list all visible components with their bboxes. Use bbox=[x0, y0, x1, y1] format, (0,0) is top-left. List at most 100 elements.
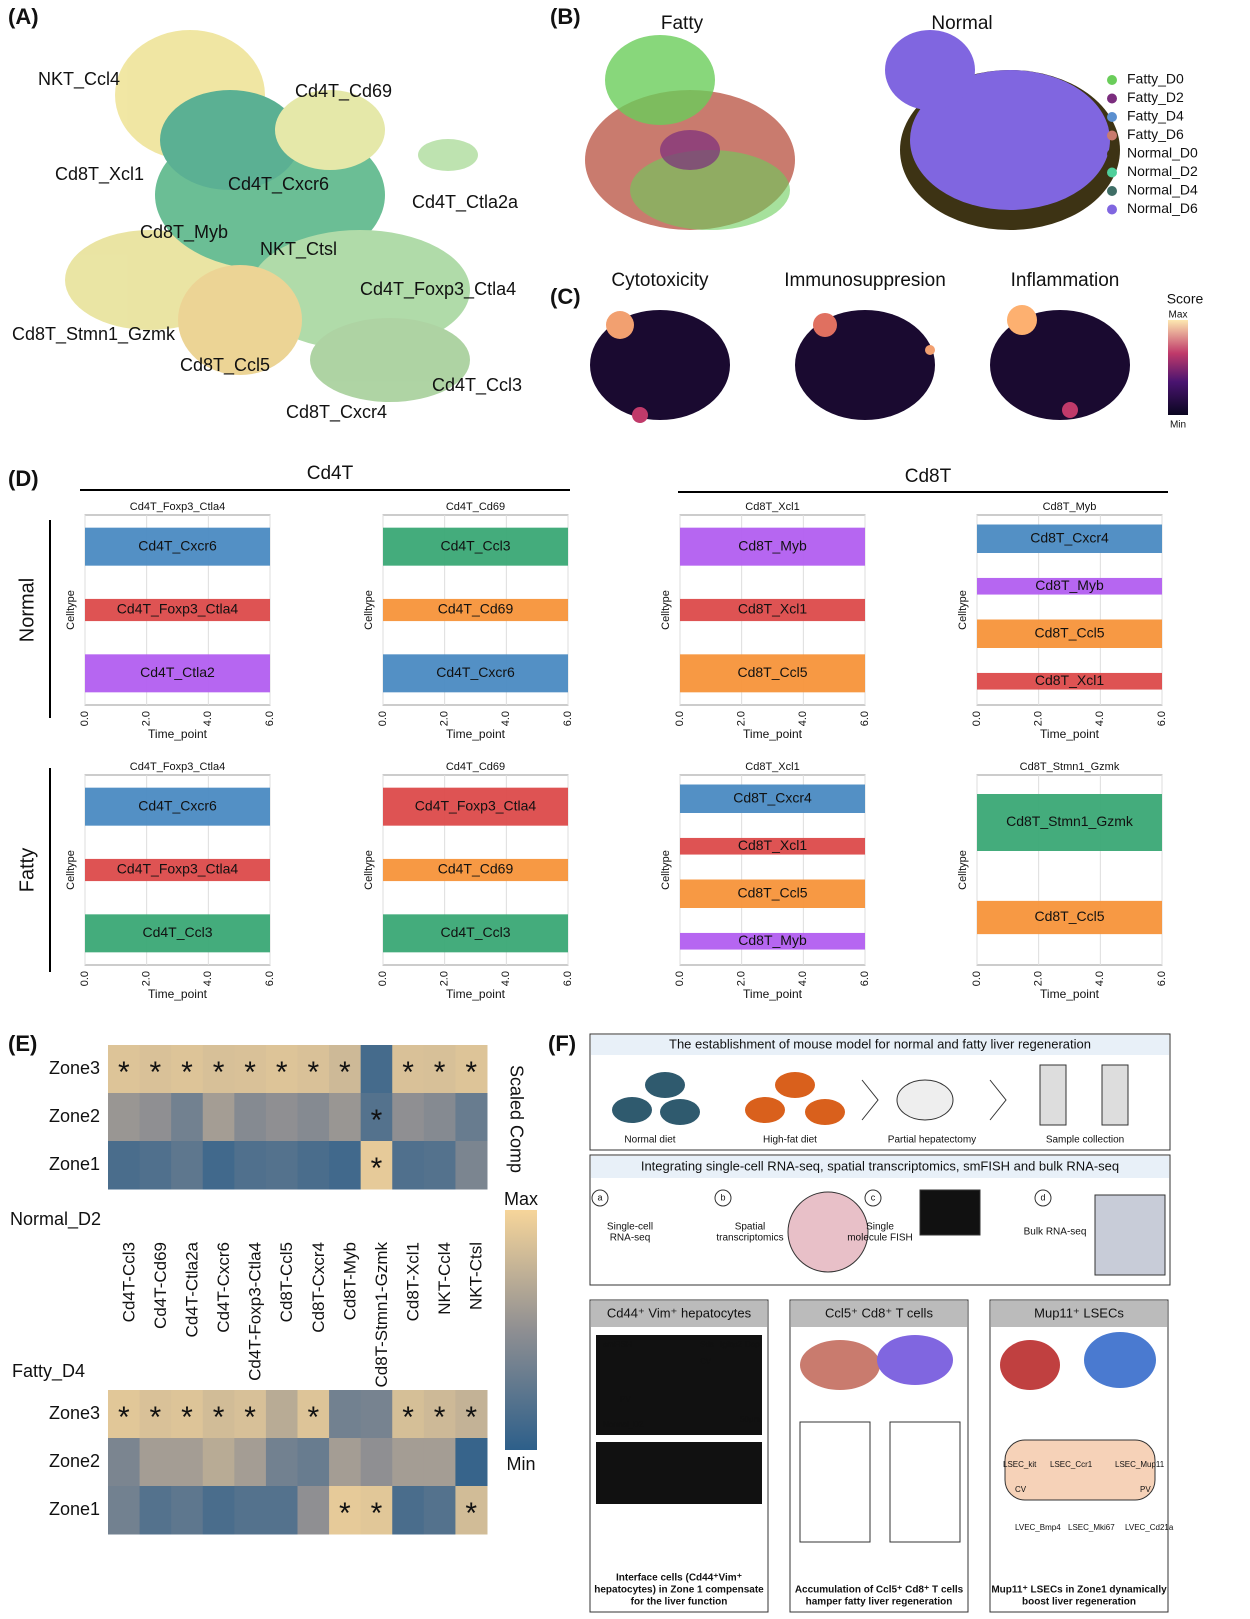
band-label: Cd8T_Ccl5 bbox=[737, 884, 807, 900]
method-letter: a bbox=[597, 1192, 602, 1202]
column-label: Cd4T-Cxcr6 bbox=[214, 1242, 233, 1333]
heat-cell bbox=[360, 1141, 393, 1190]
heat-cell bbox=[297, 1486, 330, 1535]
cluster-label: Cd8T_Cxcr4 bbox=[286, 402, 387, 423]
flow-band bbox=[977, 524, 1162, 553]
row-label: Zone3 bbox=[49, 1403, 100, 1423]
finding-caption: boost liver regeneration bbox=[1022, 1597, 1136, 1608]
finding-caption: Interface cells (Cd44⁺Vim⁺ bbox=[616, 1573, 742, 1584]
x-axis-label: Time_point bbox=[446, 727, 506, 741]
flow-band bbox=[680, 932, 865, 950]
row-label: Zone3 bbox=[49, 1058, 100, 1078]
heat-cell bbox=[139, 1141, 172, 1190]
flow-band bbox=[383, 598, 568, 622]
heat-cell bbox=[423, 1045, 456, 1094]
band-label: Cd4T_Ccl3 bbox=[440, 924, 510, 940]
heat-cell bbox=[360, 1390, 393, 1439]
significance-star: * bbox=[244, 1401, 256, 1434]
legend-swatch bbox=[1107, 204, 1117, 215]
x-tick-label: 2.0 bbox=[141, 711, 153, 726]
flow-band bbox=[85, 858, 270, 882]
heat-cell bbox=[265, 1486, 298, 1535]
x-axis-label: Time_point bbox=[148, 727, 208, 741]
finding-caption: hepatocytes) in Zone 1 compensate bbox=[594, 1585, 764, 1596]
inner-label: CV bbox=[1015, 1485, 1027, 1494]
heat-cell bbox=[265, 1438, 298, 1487]
column-label: Cd4T-Foxp3-Ctla4 bbox=[246, 1242, 265, 1381]
column-label: NKT-Ccl4 bbox=[435, 1242, 454, 1315]
heat-cell bbox=[202, 1390, 235, 1439]
column-label: Cd4T-Ctla2a bbox=[182, 1241, 201, 1337]
significance-star: * bbox=[150, 1056, 162, 1089]
band-label: Cd4T_Foxp3_Ctla4 bbox=[117, 861, 239, 877]
method-label: Spatial bbox=[735, 1222, 766, 1233]
cluster-label: Cd8T_Stmn1_Gzmk bbox=[12, 324, 176, 345]
flow-band bbox=[680, 527, 865, 566]
flow-band bbox=[383, 527, 568, 566]
flow-band bbox=[977, 900, 1162, 935]
legend-label: Normal_D2 bbox=[1127, 163, 1198, 179]
panel-tag: (B) bbox=[550, 4, 581, 29]
significance-star: * bbox=[118, 1056, 130, 1089]
umap-b bbox=[585, 30, 1120, 230]
significance-star: * bbox=[402, 1056, 414, 1089]
significance-star: * bbox=[213, 1056, 225, 1089]
significance-star: * bbox=[307, 1056, 319, 1089]
cluster-label: Cd8T_Xcl1 bbox=[55, 164, 144, 185]
x-tick-label: 0.0 bbox=[377, 711, 389, 726]
heat-cell bbox=[392, 1486, 425, 1535]
band-label: Cd8T_Ccl5 bbox=[737, 664, 807, 680]
cluster-label: Cd4T_Cd69 bbox=[295, 81, 392, 102]
band-label: Cd4T_Cxcr6 bbox=[138, 537, 217, 553]
cluster-label: Cd8T_Myb bbox=[140, 222, 228, 243]
scale-title: Score bbox=[1167, 291, 1204, 307]
umap-title: Fatty bbox=[661, 13, 704, 34]
inner-label: Sds bbox=[700, 1340, 714, 1349]
inner-label: smFISH bbox=[603, 1340, 632, 1349]
heat-cell bbox=[360, 1045, 393, 1094]
heat-cell bbox=[234, 1390, 267, 1439]
heat-cell bbox=[329, 1486, 362, 1535]
inner-label: Dapi bbox=[745, 1340, 762, 1349]
legend-label: Fatty_D2 bbox=[1127, 89, 1184, 105]
flow-band bbox=[680, 598, 865, 622]
cluster-label: NKT_Ctsl bbox=[260, 239, 337, 260]
scale-max: Max bbox=[1169, 310, 1188, 321]
x-axis-label: Time_point bbox=[446, 987, 506, 1001]
x-tick-label: 4.0 bbox=[797, 711, 809, 726]
x-tick-label: 4.0 bbox=[500, 971, 512, 986]
significance-star: * bbox=[371, 1104, 383, 1137]
heat-cell bbox=[455, 1141, 488, 1190]
heat-cell bbox=[265, 1093, 298, 1142]
band-label: Cd4T_Cd69 bbox=[438, 601, 514, 617]
flow-band bbox=[680, 784, 865, 813]
x-tick-label: 2.0 bbox=[736, 971, 748, 986]
score-title: Cytotoxicity bbox=[611, 270, 709, 291]
x-tick-label: 2.0 bbox=[439, 971, 451, 986]
x-tick-label: 6.0 bbox=[1156, 711, 1168, 726]
significance-star: * bbox=[402, 1401, 414, 1434]
inner-label: LVEC_Cd21a bbox=[1125, 1523, 1174, 1532]
x-tick-label: 2.0 bbox=[141, 971, 153, 986]
x-tick-label: 4.0 bbox=[797, 971, 809, 986]
band-label: Cd8T_Cxcr4 bbox=[1030, 529, 1109, 545]
column-label: Cd8T-Ccl5 bbox=[277, 1242, 296, 1322]
colorbar bbox=[505, 1210, 537, 1450]
y-axis-label: Celltype bbox=[957, 850, 969, 890]
x-tick-label: 6.0 bbox=[859, 971, 871, 986]
band-label: Cd4T_Cd69 bbox=[438, 861, 514, 877]
step-caption: High-fat diet bbox=[763, 1135, 817, 1146]
significance-star: * bbox=[465, 1497, 477, 1530]
umap-a bbox=[65, 30, 478, 402]
heat-cell bbox=[171, 1093, 204, 1142]
x-tick-label: 4.0 bbox=[1094, 971, 1106, 986]
method-label: Single bbox=[866, 1222, 894, 1233]
finding-title: Mup11⁺ LSECs bbox=[1034, 1305, 1124, 1320]
umap-c bbox=[590, 305, 1188, 423]
scale-min: Min bbox=[506, 1454, 535, 1474]
heat-cell bbox=[202, 1438, 235, 1487]
plot-title: Cd4T_Foxp3_Ctla4 bbox=[130, 761, 225, 773]
significance-star: * bbox=[465, 1056, 477, 1089]
legend-label: Fatty_D4 bbox=[1127, 108, 1184, 124]
band-label: Cd8T_Xcl1 bbox=[738, 837, 807, 853]
